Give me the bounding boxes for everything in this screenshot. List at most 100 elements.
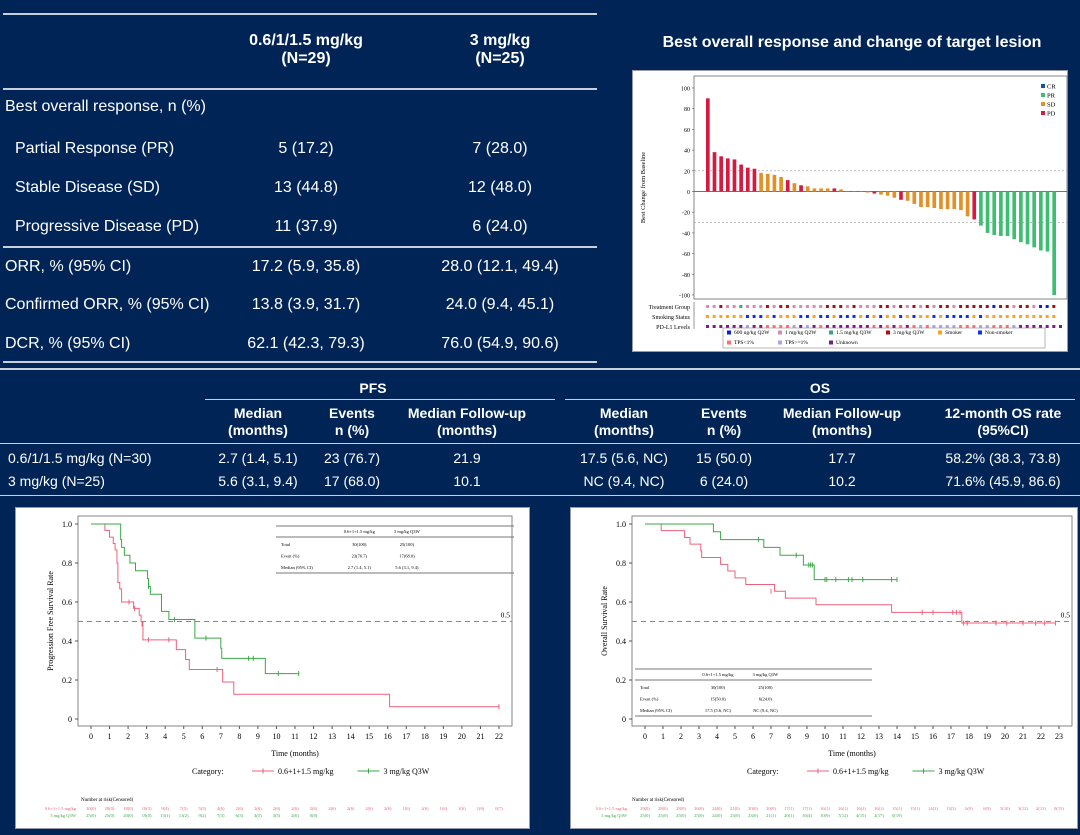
cell-value: 15 (50.0): [696, 450, 752, 466]
track-dot: [1032, 315, 1035, 318]
cell-value: NC (9.4, NC): [584, 473, 665, 489]
bar: [992, 192, 996, 235]
track-dot: [906, 325, 909, 328]
x-tick-label: 5: [182, 732, 186, 741]
bar: [799, 185, 803, 191]
risk-value: 20(0): [766, 806, 776, 811]
x-tick-label: 2: [126, 732, 130, 741]
x-tick-label: 14: [893, 732, 901, 741]
track-dot: [886, 315, 889, 318]
track-dot: [992, 325, 995, 328]
inset-value: 23(76.7): [352, 554, 368, 559]
bar: [726, 158, 730, 191]
cell-value: 17.7: [828, 450, 855, 466]
track-dot: [753, 315, 756, 318]
risk-value: 20(0): [748, 806, 758, 811]
track-dot: [833, 315, 836, 318]
column-header: n (%): [707, 422, 741, 439]
bar: [759, 173, 763, 192]
column-header: (months): [594, 422, 654, 439]
risk-value: 28(0): [658, 806, 668, 811]
track-dot: [1026, 325, 1029, 328]
x-tick-label: 4: [163, 732, 167, 741]
track-dot: [886, 305, 889, 308]
risk-value: 6(9): [965, 806, 973, 811]
track-dot: [793, 325, 796, 328]
risk-value: 19(0): [142, 813, 152, 818]
track-label: Treatment Group: [649, 305, 690, 311]
track-dot: [873, 315, 876, 318]
x-tick-label: 23: [1055, 732, 1063, 741]
row-label: ORR, % (95% CI): [5, 258, 131, 276]
legend-swatch: [1041, 102, 1045, 106]
track-dot: [932, 305, 935, 308]
cell-value: 58.2% (38.3, 73.8): [945, 450, 1060, 466]
inset-row-label: Median (95% CI): [640, 708, 672, 713]
inset-value: 30(100): [711, 685, 726, 690]
inset-header: 3 mg/kg Q3W: [394, 529, 421, 534]
track-dot: [833, 325, 836, 328]
risk-value: 4(6): [217, 806, 225, 811]
survival-curve: [91, 524, 499, 707]
bar: [892, 192, 896, 198]
track-dot: [846, 325, 849, 328]
track-dot: [759, 305, 762, 308]
x-tick-label: 9: [805, 732, 809, 741]
risk-value: 4(5): [254, 813, 262, 818]
risk-value: 17(1): [802, 806, 812, 811]
bar: [926, 192, 930, 208]
cell-value: 10.1: [453, 473, 480, 489]
cell-value: 62.1 (42.3, 79.3): [247, 335, 364, 353]
y-tick-label: 40: [684, 149, 690, 155]
track-dot: [1046, 305, 1049, 308]
legend-label: PD: [1047, 111, 1056, 118]
column-header: n (%): [335, 422, 369, 439]
track-dot: [1039, 315, 1042, 318]
y-tick-label: 80: [684, 107, 690, 113]
column-header: Median Follow-up: [783, 405, 901, 422]
column-header: (months): [228, 422, 288, 439]
risk-value: 17(1): [784, 806, 794, 811]
y-tick-label: -100: [679, 294, 690, 300]
inset-header: 0.6+1+1.5 mg/kg: [344, 529, 376, 534]
track-dot: [713, 305, 716, 308]
col-header-high-dose: 3 mg/kg(N=25): [470, 32, 530, 68]
x-tick-label: 6: [751, 732, 755, 741]
y-tick-label: 100: [681, 87, 690, 93]
risk-value: 7(12): [838, 813, 848, 818]
track-dot: [706, 315, 709, 318]
cell-value: 5 (17.2): [278, 140, 333, 158]
risk-value: 10(3): [142, 806, 152, 811]
bar: [912, 192, 916, 204]
x-tick-label: 12: [857, 732, 865, 741]
risk-value: 28(0): [676, 806, 686, 811]
track-dot: [859, 305, 862, 308]
track-legend-swatch: [727, 331, 731, 335]
track-dot: [879, 325, 882, 328]
bar: [1052, 192, 1056, 296]
track-dot: [959, 315, 962, 318]
bar: [1046, 192, 1050, 252]
track-dot: [912, 305, 915, 308]
inset-header: 3 mg/kg Q3W: [752, 672, 779, 677]
bar: [1026, 192, 1030, 245]
track-dot: [879, 315, 882, 318]
x-tick-label: 1: [661, 732, 665, 741]
cell-value: 12 (48.0): [468, 179, 532, 197]
track-dot: [826, 325, 829, 328]
track-dot: [1046, 315, 1049, 318]
track-dot: [746, 305, 749, 308]
risk-value: 29(0): [640, 806, 650, 811]
track-legend-label: TPS>=1%: [785, 340, 808, 346]
risk-value: 0(8): [310, 813, 318, 818]
cell-value: 13.8 (3.9, 31.7): [252, 296, 361, 314]
bar: [826, 188, 830, 191]
x-tick-label: 17: [947, 732, 955, 741]
risk-value: 3(12): [1018, 806, 1028, 811]
y-tick-label: 0.2: [616, 676, 626, 685]
inset-value: 15(50.0): [710, 697, 726, 702]
track-dot: [873, 325, 876, 328]
x-tick-label: 11: [291, 732, 299, 741]
track-dot: [919, 315, 922, 318]
